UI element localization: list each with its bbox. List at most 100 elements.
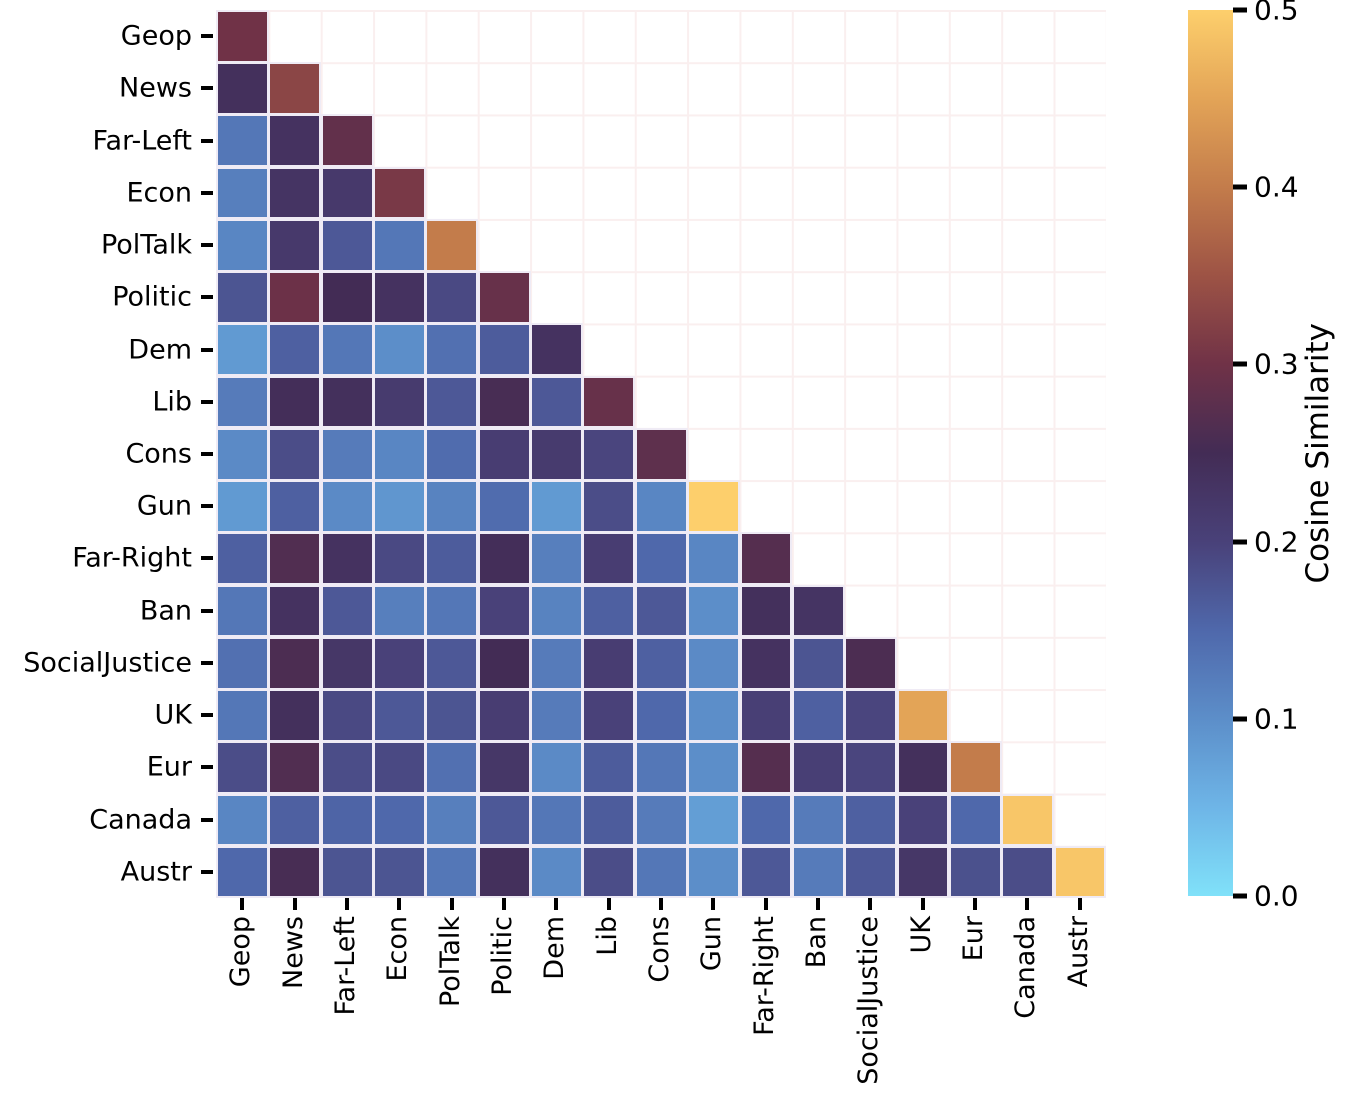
- heatmap-cell: [268, 323, 322, 377]
- heatmap-cell: [477, 584, 531, 638]
- colorbar-tick-mark: [1233, 7, 1247, 13]
- heatmap-cell: [216, 584, 269, 638]
- heatmap-cell: [582, 741, 636, 795]
- heatmap-cell: [582, 480, 636, 533]
- heatmap-cell: [739, 532, 793, 586]
- heatmap-cell: [268, 480, 322, 533]
- heatmap-cell: [268, 271, 322, 324]
- heatmap-cell: [687, 480, 741, 533]
- heatmap-cell: [320, 375, 374, 429]
- heatmap-cell: [268, 427, 322, 481]
- heatmap-cell: [373, 584, 426, 638]
- heatmap-cell: [634, 584, 688, 638]
- heatmap-cell: [582, 532, 636, 586]
- y-tick-label: Politic: [112, 281, 192, 313]
- heatmap-cell: [530, 636, 583, 690]
- colorbar-tick-label: 0.3: [1254, 347, 1299, 381]
- y-tick-label: Austr: [120, 856, 192, 888]
- heatmap-cell: [320, 480, 374, 533]
- heatmap-cell: [477, 793, 531, 847]
- heatmap-cell: [373, 741, 426, 795]
- heatmap-cell: [634, 845, 688, 899]
- colorbar-tick-label: 0.0: [1254, 879, 1299, 913]
- heatmap-cell: [425, 689, 479, 742]
- heatmap-cell: [634, 741, 688, 795]
- y-tick-mark: [201, 504, 213, 509]
- heatmap-cell: [477, 636, 531, 690]
- heatmap-cell: [477, 532, 531, 586]
- heatmap-cell: [320, 218, 374, 272]
- heatmap-cell: [477, 741, 531, 795]
- y-tick-mark: [201, 138, 213, 143]
- x-tick-mark: [816, 898, 821, 910]
- heatmap-cell: [425, 793, 479, 847]
- heatmap-cell: [216, 480, 269, 533]
- heatmap-cell: [425, 323, 479, 377]
- heatmap-cell: [687, 584, 741, 638]
- heatmap-cell: [582, 584, 636, 638]
- heatmap-cell: [896, 741, 950, 795]
- heatmap-cell: [530, 427, 583, 481]
- heatmap-cell: [216, 689, 269, 742]
- y-tick-mark: [201, 190, 213, 195]
- heatmap-cell: [791, 636, 845, 690]
- x-tick-mark: [973, 898, 978, 910]
- heatmap-cell: [530, 793, 583, 847]
- y-tick-label: SocialJustice: [23, 647, 192, 679]
- heatmap-cell: [268, 689, 322, 742]
- y-tick-mark: [201, 660, 213, 665]
- heatmap-cell: [791, 584, 845, 638]
- x-tick-mark: [501, 898, 506, 910]
- heatmap-cell: [320, 532, 374, 586]
- heatmap-cell: [582, 375, 636, 429]
- heatmap-cell: [844, 636, 898, 690]
- x-tick-label: Far-Left: [329, 916, 361, 1016]
- y-tick-label: Econ: [126, 177, 192, 209]
- heatmap-cell: [216, 114, 269, 168]
- heatmap-cell: [425, 271, 479, 324]
- heatmap-cell: [268, 741, 322, 795]
- heatmap-cell: [425, 427, 479, 481]
- y-tick-mark: [201, 713, 213, 718]
- x-tick-label: SocialJustice: [853, 916, 885, 1085]
- y-tick-label: News: [119, 72, 192, 104]
- heatmap-cell: [687, 532, 741, 586]
- heatmap-cell: [844, 741, 898, 795]
- heatmap-cell: [373, 218, 426, 272]
- y-tick-label: UK: [154, 699, 192, 731]
- y-tick-label: Cons: [125, 438, 192, 470]
- heatmap-cell: [425, 845, 479, 899]
- heatmap-cell: [373, 845, 426, 899]
- x-tick-label: Politic: [486, 916, 518, 996]
- heatmap-cell: [268, 166, 322, 220]
- heatmap-cell: [896, 689, 950, 742]
- y-tick-label: Lib: [152, 386, 192, 418]
- colorbar-tick-label: 0.5: [1254, 0, 1299, 27]
- heatmap-cell: [373, 271, 426, 324]
- colorbar-tick-mark: [1233, 361, 1247, 367]
- heatmap-cell: [216, 62, 269, 115]
- y-tick-label: Geop: [120, 20, 192, 52]
- heatmap-cell: [634, 636, 688, 690]
- x-tick-mark: [1077, 898, 1082, 910]
- heatmap-cell: [216, 845, 269, 899]
- heatmap-cell: [687, 793, 741, 847]
- x-tick-label: News: [277, 916, 309, 989]
- heatmap-cell: [530, 741, 583, 795]
- heatmap-cell: [791, 845, 845, 899]
- heatmap-cell: [896, 793, 950, 847]
- heatmap-cell: [320, 636, 374, 690]
- heatmap-cell: [530, 323, 583, 377]
- heatmap-cell: [320, 741, 374, 795]
- heatmap-cell: [477, 689, 531, 742]
- heatmap-cell: [373, 166, 426, 220]
- heatmap-cell: [425, 480, 479, 533]
- heatmap-cell: [948, 741, 1002, 795]
- y-tick-mark: [201, 399, 213, 404]
- colorbar-tick-mark: [1233, 184, 1247, 190]
- y-tick-label: Far-Left: [92, 125, 192, 157]
- x-tick-mark: [711, 898, 716, 910]
- heatmap-cell: [373, 375, 426, 429]
- heatmap-cell: [373, 427, 426, 481]
- heatmap-cell: [739, 741, 793, 795]
